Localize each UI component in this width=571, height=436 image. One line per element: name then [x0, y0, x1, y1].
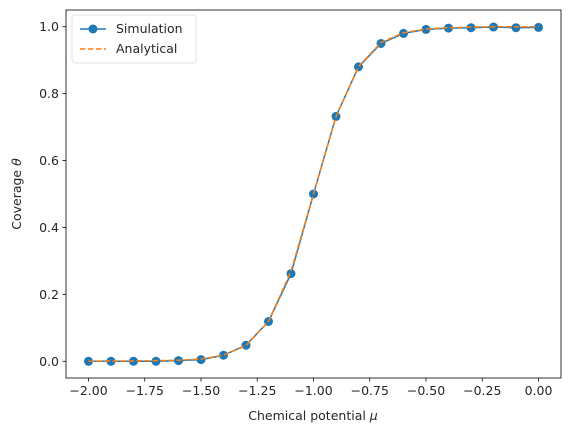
legend-simulation-label: Simulation — [116, 21, 183, 36]
legend-analytical-label: Analytical — [116, 41, 177, 56]
simulation-point — [106, 356, 116, 366]
y-tick-label: 0.4 — [39, 220, 59, 235]
x-tick-label: −1.75 — [126, 383, 164, 398]
y-axis: 0.0 0.2 0.4 0.6 0.8 1.0 — [39, 19, 66, 369]
y-tick-label: 0.8 — [39, 86, 59, 101]
x-tick-label: −0.25 — [463, 383, 501, 398]
simulation-point — [444, 23, 453, 33]
y-tick-label: 0.0 — [39, 354, 59, 369]
x-tick-label: −1.00 — [294, 383, 332, 398]
x-axis-label: Chemical potential μ — [248, 408, 378, 423]
x-tick-label: −0.50 — [407, 383, 445, 398]
x-axis: −2.00 −1.75 −1.50 −1.25 −1.00 −0.75 −0.50 −0.25… — [69, 378, 552, 398]
series-analytical-line — [88, 25, 539, 363]
y-tick-label: 0.2 — [39, 287, 59, 302]
simulation-point — [219, 350, 228, 360]
legend-box — [71, 14, 197, 64]
x-tick-label: −2.00 — [69, 383, 107, 398]
x-tick-label: 0.00 — [525, 383, 553, 398]
y-axis-label: Coverage θ — [9, 158, 24, 230]
plot-area — [84, 22, 543, 366]
x-tick-label: −1.25 — [238, 383, 276, 398]
simulation-point — [511, 23, 521, 33]
legend: Simulation Analytical — [71, 14, 197, 64]
legend-simulation-marker — [88, 24, 98, 34]
x-tick-label: −1.50 — [182, 383, 220, 398]
y-tick-label: 0.6 — [39, 153, 59, 168]
x-tick-label: −0.75 — [351, 383, 389, 398]
y-tick-label: 1.0 — [39, 19, 59, 34]
simulation-point — [421, 24, 431, 34]
